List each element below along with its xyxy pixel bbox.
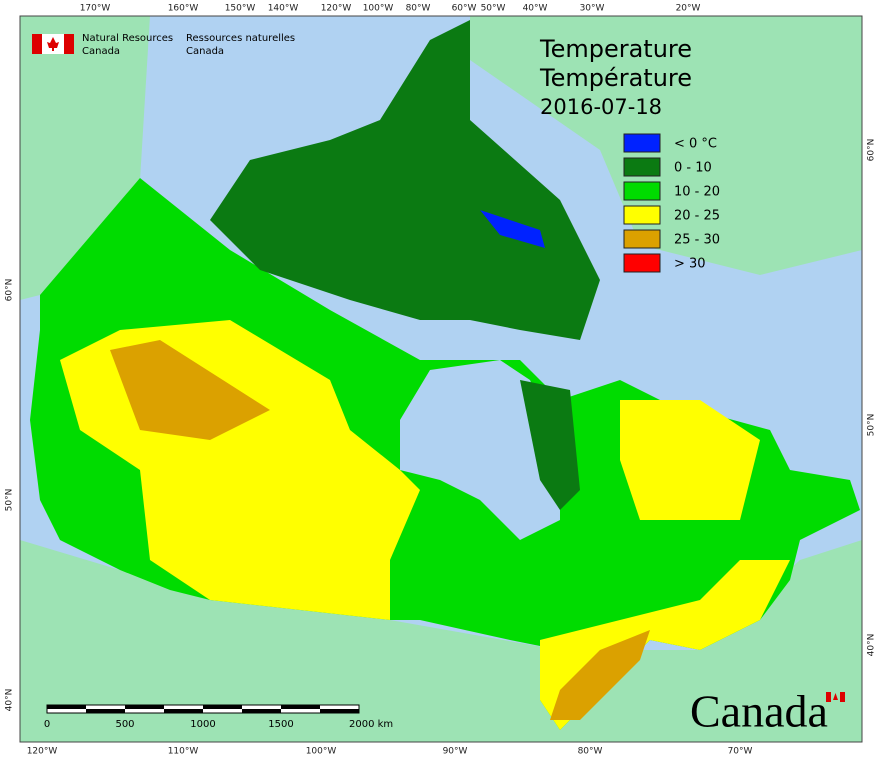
graticule-label: 90°W (443, 747, 468, 757)
frame (19, 15, 863, 743)
legend-swatch (623, 229, 661, 249)
ice-cap (480, 210, 545, 248)
prairies-hot (110, 340, 270, 440)
scale-bar-label: 1500 (268, 719, 293, 730)
scale-bar-segment (320, 709, 359, 713)
graticule-label: 150°W (225, 4, 256, 14)
maple-leaf (833, 693, 838, 700)
org-en: Canada (82, 46, 120, 57)
date: 2016-07-18 (540, 95, 662, 119)
graticule-label: 100°W (306, 747, 337, 757)
graticule-label: 50°W (481, 4, 506, 14)
flag-bar (32, 34, 42, 54)
flag-bar (840, 692, 845, 702)
legend-swatch (623, 253, 661, 273)
south-hot (550, 630, 650, 720)
wordmark: Canada (690, 686, 828, 737)
ungava (520, 380, 580, 510)
graticule-label: 70°W (728, 747, 753, 757)
graticule-label: 160°W (168, 4, 199, 14)
flag (32, 34, 74, 54)
flag-bar (826, 692, 831, 702)
scale-bar-segment (164, 709, 203, 713)
scale-bar-segment (47, 705, 86, 709)
scale-bar-label: 500 (115, 719, 134, 730)
scale-bar-segment (203, 705, 242, 709)
flag-bar (64, 34, 74, 54)
legend-label: > 30 (674, 257, 706, 272)
graticule-label: 170°W (80, 4, 111, 14)
legend-swatch (623, 205, 661, 225)
org-fr: Ressources naturelles (186, 33, 295, 44)
legend-label: 25 - 30 (674, 233, 720, 248)
org-en: Natural Resources (82, 33, 173, 44)
legend-label: 10 - 20 (674, 185, 720, 200)
scale-bar-segment (242, 709, 281, 713)
org-fr: Canada (186, 46, 224, 57)
legend-swatch (623, 181, 661, 201)
graticule-label: 40°N (5, 689, 15, 712)
maple-leaf (47, 37, 59, 51)
graticule-label: 40°W (523, 4, 548, 14)
graticule-label: 30°W (580, 4, 605, 14)
legend-swatch (623, 133, 661, 153)
graticule-label: 80°W (578, 747, 603, 757)
title: Température (539, 64, 692, 92)
scale-bar-label: 1000 (190, 719, 215, 730)
graticule-label: 50°N (867, 414, 877, 437)
greenland (470, 16, 862, 275)
graticule-label: 60°N (867, 139, 877, 162)
graticule-label: 100°W (363, 4, 394, 14)
scale-bar-label: 0 (44, 719, 50, 730)
graticule-label: 40°N (867, 634, 877, 657)
labrador-warm (620, 400, 760, 520)
graticule-label: 80°W (406, 4, 431, 14)
legend-label: < 0 °C (674, 137, 717, 152)
graticule-label: 20°W (676, 4, 701, 14)
alaska (20, 16, 150, 300)
title: Temperature (539, 35, 692, 63)
wordmark-flag (826, 692, 845, 702)
graticule-label: 110°W (168, 747, 199, 757)
legend-label: 20 - 25 (674, 209, 720, 224)
graticule-label: 60°N (5, 279, 15, 302)
graticule-label: 120°W (27, 747, 58, 757)
legend-swatch (623, 157, 661, 177)
graticule-label: 140°W (268, 4, 299, 14)
graticule-label: 60°W (452, 4, 477, 14)
scale-bar-label: 2000 km (349, 719, 393, 730)
land (20, 16, 862, 742)
scale-bar-segment (86, 709, 125, 713)
hudson-bay (400, 360, 560, 540)
scale-bar-segment (125, 705, 164, 709)
scale-bar-segment (281, 705, 320, 709)
graticule-label: 120°W (321, 4, 352, 14)
graticule-label: 50°N (5, 489, 15, 512)
legend-label: 0 - 10 (674, 161, 712, 176)
arctic-islands (210, 20, 600, 340)
